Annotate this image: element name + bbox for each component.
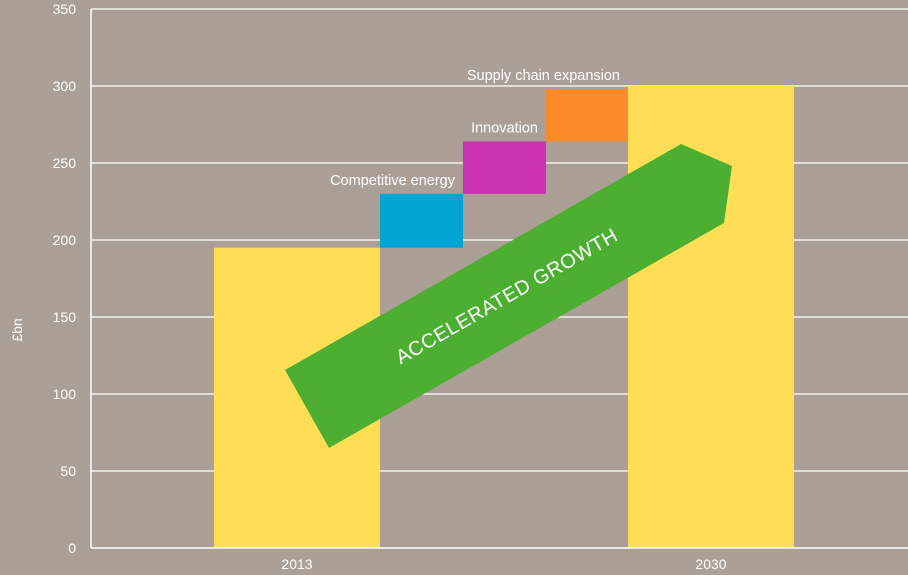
y-tick-150: 150: [53, 309, 77, 325]
step-labels: Competitive energy Innovation Supply chain…: [330, 68, 620, 189]
step-innovation: [463, 141, 546, 194]
step-competitive-energy: [380, 193, 463, 248]
y-tick-250: 250: [53, 155, 77, 171]
step-label-innovation: Innovation: [471, 120, 538, 136]
step-supply-chain-expansion: [546, 89, 628, 142]
y-tick-300: 300: [53, 78, 77, 94]
y-tick-100: 100: [53, 386, 77, 402]
bar-2030: [628, 86, 794, 548]
y-tick-350: 350: [53, 1, 77, 17]
axes: 0 50 100 150 200 250 300 350 2013 2030: [53, 1, 908, 572]
y-tick-200: 200: [53, 232, 77, 248]
y-tick-50: 50: [60, 463, 76, 479]
step-label-supply-chain-expansion: Supply chain expansion: [467, 68, 620, 84]
growth-arrow-shape: [285, 144, 732, 448]
y-axis-label: £bn: [9, 318, 25, 341]
y-tick-0: 0: [68, 540, 76, 556]
x-tick-2030: 2030: [695, 556, 726, 572]
step-label-competitive-energy: Competitive energy: [330, 173, 456, 189]
x-tick-2013: 2013: [281, 556, 312, 572]
